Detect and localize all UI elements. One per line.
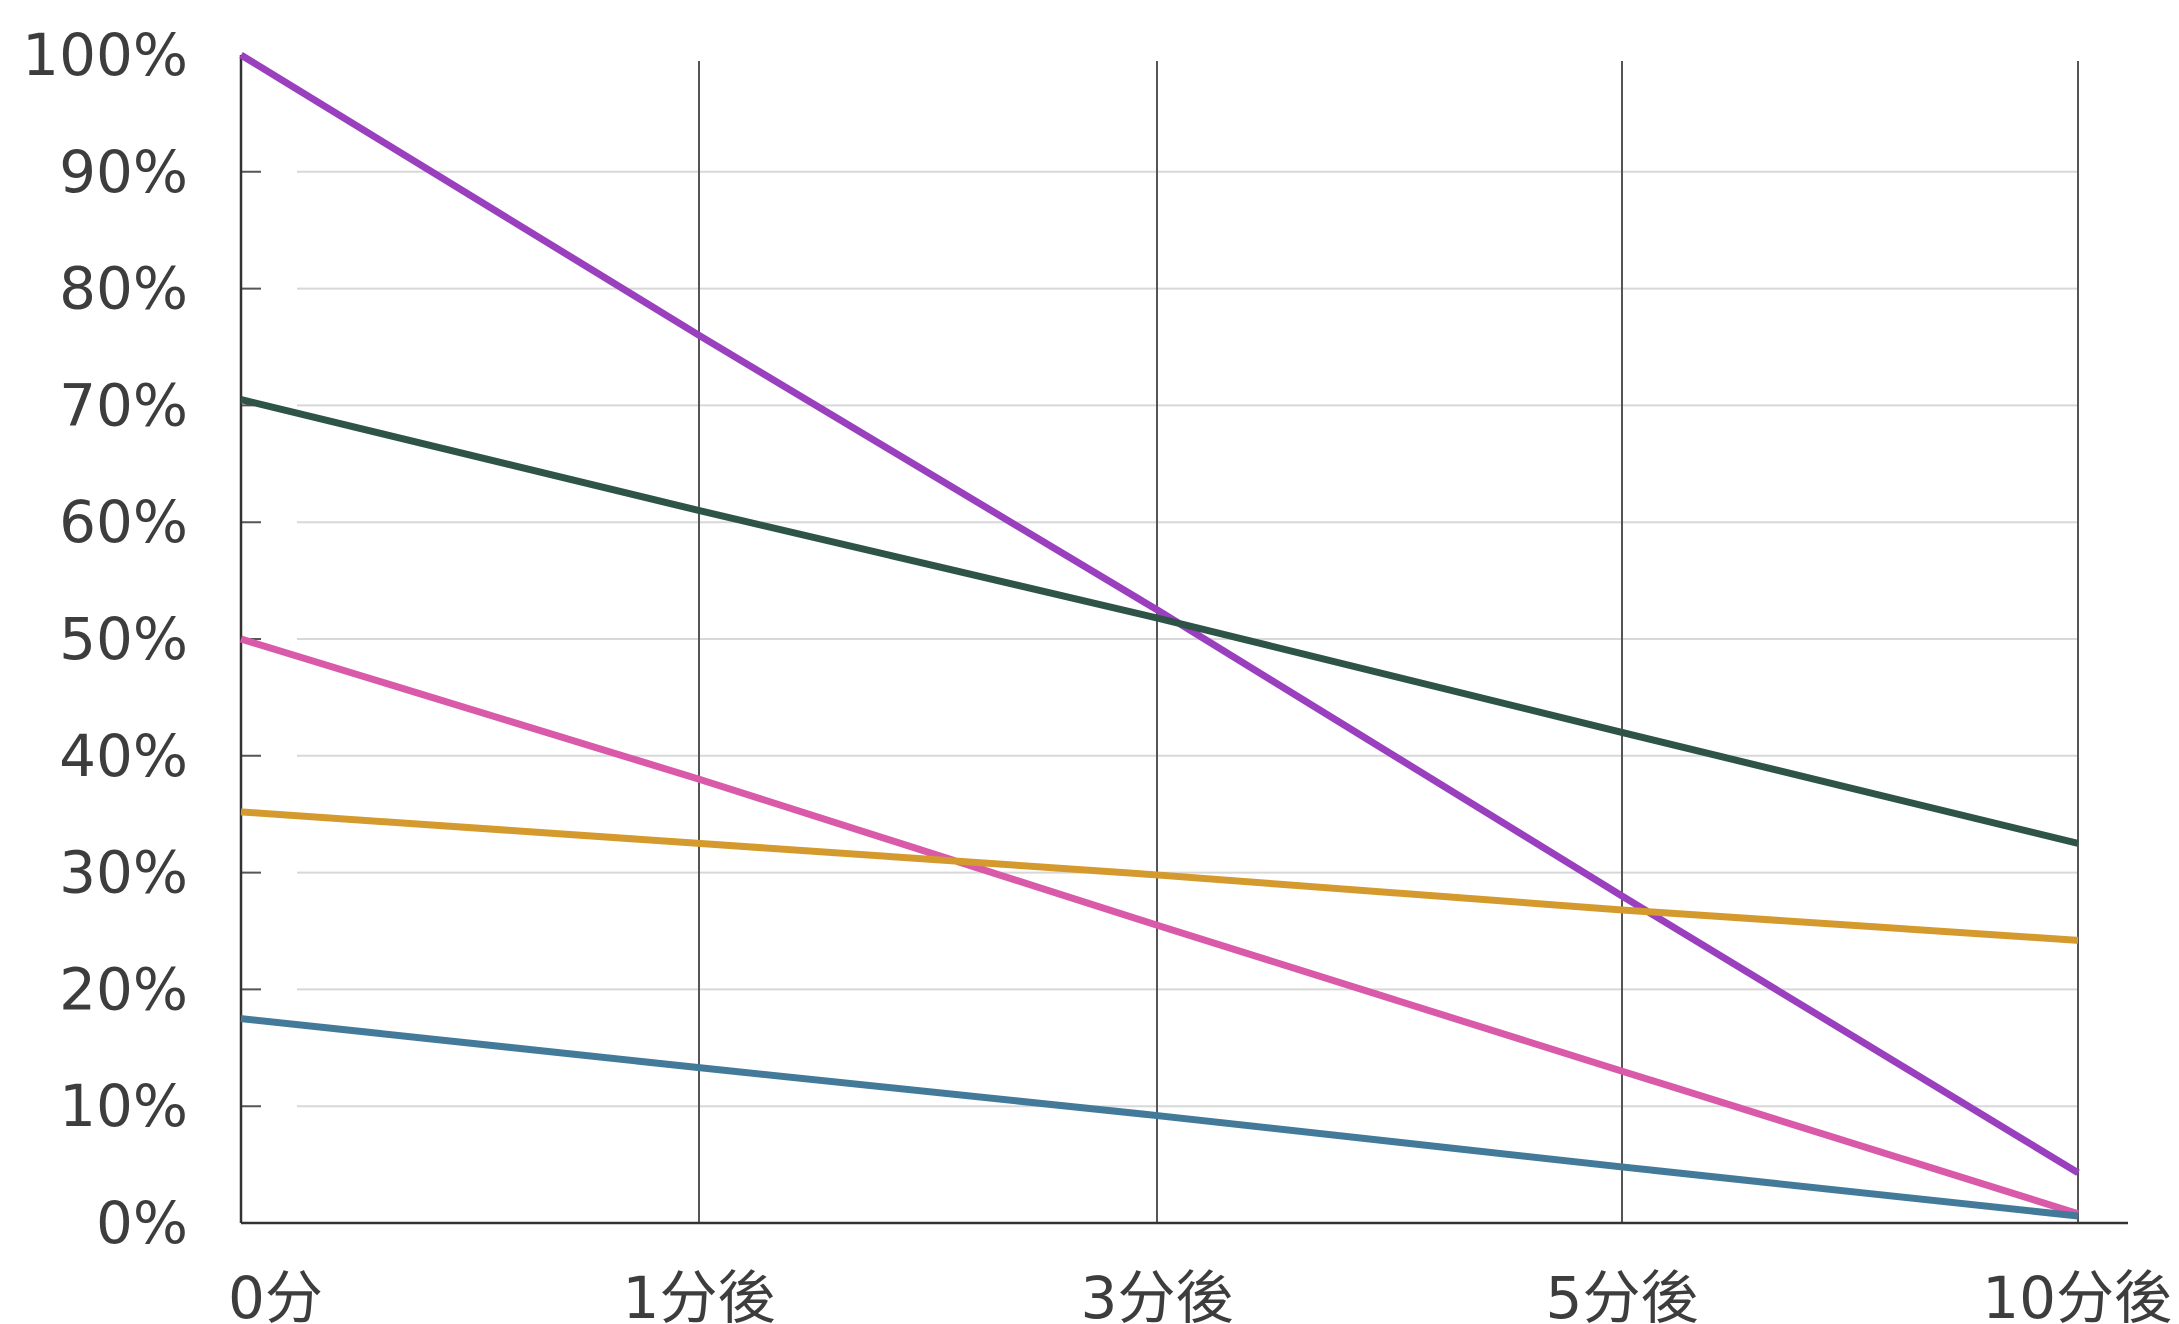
horizontal-gridlines [241,170,2078,1108]
y-tick-label: 80% [59,255,188,323]
x-axis-tick-labels: 0分 1分後 3分後 5分後 10分後 [228,1264,2172,1324]
y-tick-label: 60% [59,488,188,556]
y-tick-label: 10% [59,1072,188,1140]
y-tick-label: 70% [59,371,188,439]
y-tick-label: 30% [59,839,188,907]
series-line-2 [240,396,2079,847]
series-lines [239,52,2080,1220]
x-tick-label: 3分後 [1081,1264,1234,1324]
y-tick-label: 90% [59,138,188,206]
x-tick-label: 10分後 [1982,1264,2172,1324]
y-tick-label: 20% [59,955,188,1023]
series-line-3 [239,635,2080,1217]
y-tick-label: 0% [96,1189,188,1257]
y-tick-label: 100% [22,21,188,89]
x-tick-label: 1分後 [623,1264,776,1324]
y-tick-label: 50% [59,605,188,673]
y-axis-tick-labels: 0% 10% 20% 30% 40% 50% 60% 70% 80% 90% 100% [22,21,188,1257]
x-tick-label: 5分後 [1546,1264,1699,1324]
y-tick-label: 40% [59,722,188,790]
series-line-1 [239,52,2080,1176]
vertical-gridlines [698,61,2079,1223]
x-tick-label: 0分 [228,1264,323,1324]
series-line-4 [240,808,2079,944]
series-line-5 [240,1015,2079,1220]
